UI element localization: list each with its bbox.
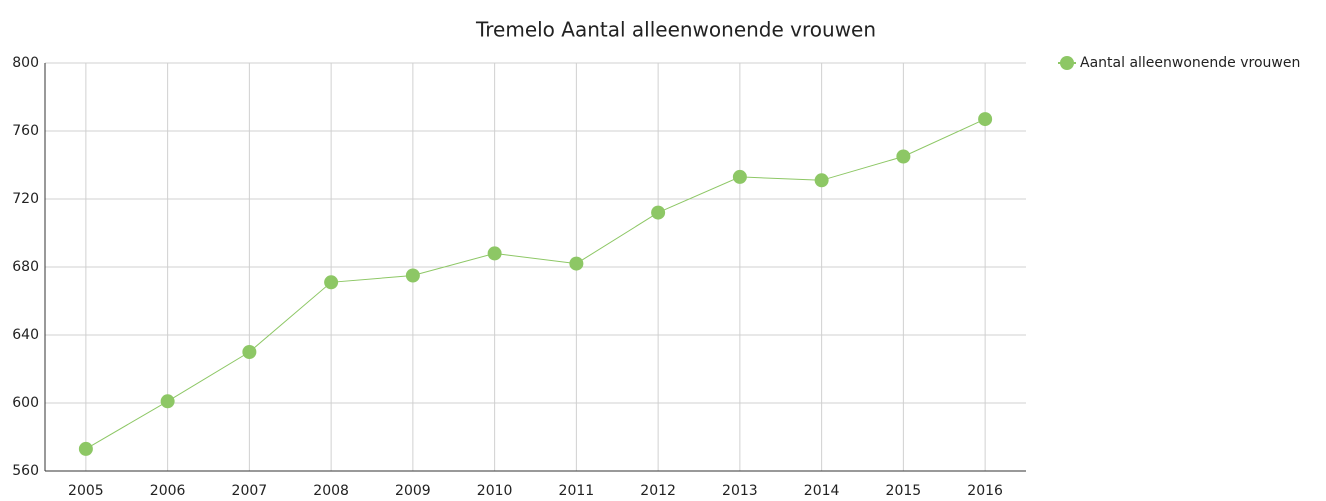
chart-title: Tremelo Aantal alleenwonende vrouwen	[475, 18, 876, 42]
data-point	[242, 345, 257, 359]
y-tick-label: 560	[12, 463, 39, 479]
data-point	[651, 205, 666, 220]
data-point	[732, 169, 747, 184]
data-point	[487, 246, 502, 261]
data-point	[78, 441, 93, 456]
x-tick-label: 2006	[150, 483, 186, 499]
data-point	[405, 268, 420, 283]
data-point	[569, 256, 584, 271]
x-tick-label: 2008	[313, 483, 349, 499]
data-point	[324, 275, 339, 290]
x-tick-label: 2014	[804, 483, 840, 499]
data-point	[160, 394, 175, 409]
x-tick-label: 2016	[967, 483, 1003, 499]
x-tick-label: 2013	[722, 483, 758, 499]
x-tick-label: 2007	[232, 483, 268, 499]
series-line	[85, 118, 986, 450]
y-tick-label: 800	[12, 55, 39, 71]
data-point	[896, 149, 911, 164]
y-tick-label: 680	[12, 259, 39, 275]
data-point	[978, 112, 993, 127]
y-tick-label: 640	[12, 327, 39, 343]
legend-label: Aantal alleenwonende vrouwen	[1080, 55, 1300, 71]
x-tick-label: 2009	[395, 483, 431, 499]
x-tick-label: 2012	[640, 483, 676, 499]
x-tick-label: 2015	[886, 483, 922, 499]
data-point	[814, 173, 829, 188]
y-tick-label: 600	[12, 395, 39, 411]
legend-marker	[1060, 56, 1074, 70]
x-tick-label: 2010	[477, 483, 513, 499]
y-tick-label: 760	[12, 123, 39, 139]
y-tick-label: 720	[12, 191, 39, 207]
x-tick-label: 2005	[68, 483, 104, 499]
x-tick-label: 2011	[559, 483, 595, 499]
